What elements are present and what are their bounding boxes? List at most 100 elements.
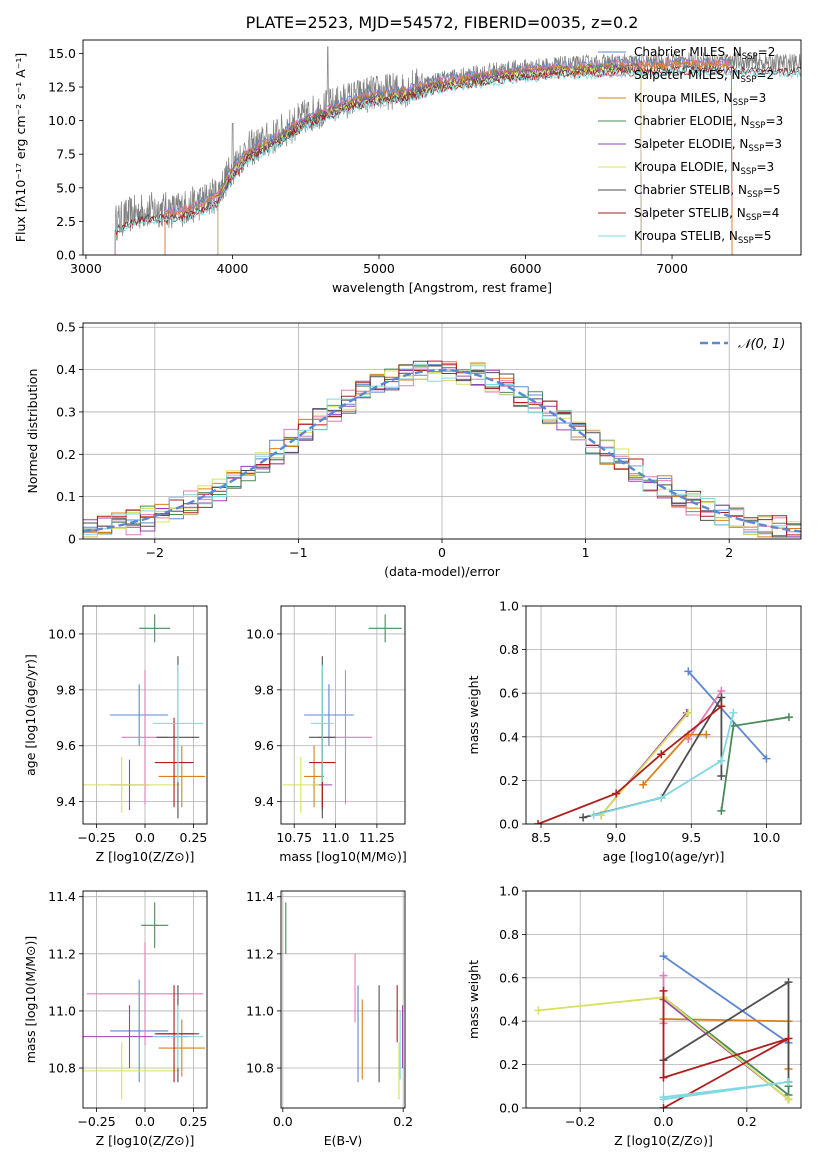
axis-frame: −2 −1 0 1 2 0 0.1 0.2 0.3 0.4 0.5 (data-model)/erro… [25, 320, 802, 579]
axis-frame: 3000 4000 5000 6000 7000 0.0 2.5 5.0 7.5 10.0 12.5… [13, 39, 802, 295]
y-tick-label: 9.4 [56, 794, 76, 809]
x-tick-label: 0.25 [180, 830, 208, 845]
legend-label: Kroupa ELODIE, NSSP=3 [634, 160, 774, 177]
mass-vs-extinction-panel: 0.0 0.2 10.8 11.0 11.2 11.4 E(B-V) [246, 889, 413, 1148]
y-tick-label: 9.8 [56, 682, 76, 697]
model-spectrum-line [164, 59, 733, 255]
x-tick-label: −0.2 [565, 1114, 595, 1129]
x-tick-label: 10.75 [276, 830, 312, 845]
data-marks [83, 614, 206, 819]
y-tick-label: 2.5 [56, 214, 76, 229]
x-axis-label: Z [log10(Z/Z⊙)] [96, 849, 195, 864]
y-tick-label: 0.1 [56, 489, 76, 504]
legend-label: Salpeter ELODIE, NSSP=3 [634, 137, 782, 154]
legend-label: Chabrier ELODIE, NSSP=3 [634, 114, 783, 131]
x-tick-label: 0.2 [393, 1114, 413, 1129]
x-tick-label: 2 [725, 545, 733, 560]
data-marks [83, 360, 801, 538]
x-tick-label: 0.0 [135, 1114, 155, 1129]
x-tick-label: 10.0 [753, 830, 781, 845]
y-axis-label: Normed distribution [25, 369, 40, 494]
normal-distribution-curve [83, 368, 801, 533]
y-tick-label: 0.5 [56, 320, 76, 335]
y-axis-label: mass [log10(M/M⊙)] [23, 936, 38, 1064]
y-tick-label: 11.0 [48, 1003, 76, 1018]
y-tick-label: 0.2 [499, 773, 519, 788]
y-tick-label: 0.0 [499, 1101, 519, 1116]
x-tick-label: 5000 [363, 261, 395, 276]
y-tick-label: 9.4 [254, 794, 274, 809]
weight-point-marker [659, 971, 668, 980]
weight-point-marker [784, 713, 793, 722]
data-marks [534, 952, 793, 1108]
y-tick-label: 1.0 [499, 884, 519, 899]
data-marks [114, 46, 801, 255]
y-tick-label: 0.4 [499, 729, 519, 744]
weight-point-marker [534, 1006, 543, 1015]
weight-point-marker [534, 820, 543, 824]
y-tick-label: 10.0 [48, 626, 76, 641]
x-tick-label: 7000 [656, 261, 688, 276]
plot-background [281, 891, 405, 1108]
y-tick-label: 11.4 [246, 889, 274, 904]
y-tick-label: 7.5 [56, 147, 76, 162]
x-tick-label: 8.5 [531, 830, 551, 845]
legend-label: Kroupa STELIB, NSSP=5 [634, 229, 772, 246]
x-tick-label: 11.0 [322, 830, 350, 845]
y-tick-label: 12.5 [48, 80, 76, 95]
weight-series-line [600, 712, 689, 816]
y-tick-label: 0.0 [499, 817, 519, 832]
weight-point-marker [684, 667, 693, 676]
weight-series-line [687, 690, 723, 740]
y-tick-label: 15.0 [48, 46, 76, 61]
model-spectrum-line [114, 66, 801, 255]
axis-frame: −0.25 0.0 0.25 9.4 9.6 9.8 10.0 Z [log10(Z/Z⊙)]… [23, 605, 208, 864]
x-tick-label: 0 [438, 545, 446, 560]
y-axis-label: Flux [fλ10⁻¹⁷ erg cm⁻² s⁻¹ A⁻¹] [13, 53, 28, 242]
weight-point-marker [612, 789, 621, 798]
x-tick-label: 0.25 [180, 1114, 208, 1129]
legend-label: Chabrier STELIB, NSSP=5 [634, 183, 781, 200]
x-tick-label: −1 [289, 545, 307, 560]
x-axis-label: wavelength [Angstrom, rest frame] [332, 280, 552, 295]
y-tick-label: 10.8 [246, 1061, 274, 1076]
grid [281, 891, 405, 1108]
legend-label: Salpeter STELIB, NSSP=4 [634, 206, 779, 223]
y-tick-label: 11.0 [246, 1003, 274, 1018]
y-tick-label: 9.8 [254, 682, 274, 697]
y-tick-label: 0.2 [499, 1057, 519, 1072]
weight-point-marker [729, 708, 738, 717]
y-tick-label: 0.8 [499, 927, 519, 942]
x-tick-label: 3000 [70, 261, 102, 276]
y-tick-label: 0.3 [56, 404, 76, 419]
residuals-panel: −2 −1 0 1 2 0 0.1 0.2 0.3 0.4 0.5 (data-model)/erro… [25, 320, 802, 579]
x-tick-label: −2 [146, 545, 164, 560]
x-axis-label: (data-model)/error [384, 564, 501, 579]
spectrum-legend: Chabrier MILES, NSSP=2 Salpeter MILES, NS… [598, 45, 783, 246]
x-tick-label: −0.25 [77, 830, 115, 845]
axes-frame [280, 890, 406, 1109]
axis-frame: −0.25 0.0 0.25 10.8 11.0 11.2 11.4 Z [log10(Z/Z… [23, 889, 208, 1148]
weight-vs-age-panel: 8.5 9.0 9.5 10.0 0.0 0.2 0.4 0.6 0.8 1.0 age [log1… [466, 599, 802, 864]
x-tick-label: 9.0 [606, 830, 626, 845]
weight-point-marker [717, 756, 726, 765]
y-tick-label: 0.6 [499, 970, 519, 985]
data-marks [285, 902, 404, 1100]
weight-point-marker [784, 1034, 793, 1043]
weight-vs-metallicity-panel: −0.2 0.0 0.2 0.0 0.2 0.4 0.6 0.8 1.0 Z [log10(Z/Z… [466, 884, 802, 1148]
y-tick-label: 11.2 [48, 946, 76, 961]
axes-frame [525, 605, 802, 825]
legend-label: 𝒩(0, 1) [738, 337, 785, 352]
weight-series-line [537, 705, 722, 824]
weight-point-marker [717, 772, 726, 781]
y-tick-label: 0.8 [499, 642, 519, 657]
data-marks [83, 902, 206, 1100]
legend-label: Chabrier MILES, NSSP=2 [634, 45, 775, 62]
y-tick-label: 10.0 [48, 113, 76, 128]
weight-point-marker [762, 754, 771, 763]
figure-title: PLATE=2523, MJD=54572, FIBERID=0035, z=0… [246, 13, 639, 32]
y-tick-label: 0.0 [56, 248, 76, 263]
axes-frame [82, 39, 802, 256]
weight-point-marker [639, 780, 648, 789]
